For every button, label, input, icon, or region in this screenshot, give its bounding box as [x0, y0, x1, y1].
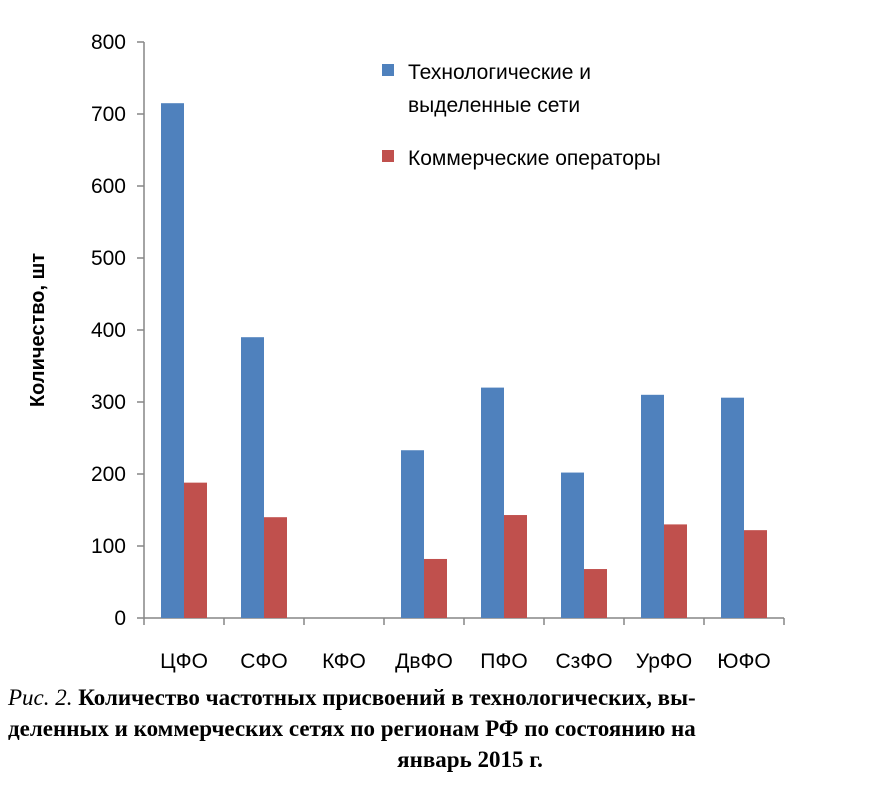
bar-ЦФО-series-1 — [161, 103, 184, 618]
legend-swatch — [382, 150, 394, 162]
y-tick-label: 600 — [91, 175, 126, 198]
bar-ДвФО-series-2 — [424, 558, 447, 618]
x-tick-label: СзФО — [555, 650, 612, 673]
figure-caption: Рис. 2. Количество частотных присвоений … — [8, 682, 872, 775]
bar-СзФО-series-1 — [561, 472, 584, 618]
bar-ЮФО-series-1 — [721, 397, 744, 618]
legend-label: Технологические и — [408, 61, 591, 84]
legend-swatch — [382, 64, 394, 76]
y-axis: 0 100 200 300 400 500 600 700 800 — [91, 31, 145, 630]
x-tick-label: ЦФО — [160, 650, 208, 673]
y-tick-label: 500 — [91, 247, 126, 270]
bar-УрФО-series-2 — [664, 524, 687, 618]
bar-СФО-series-1 — [241, 337, 264, 618]
caption-line-2: деленных и коммерческих сетях по региона… — [8, 716, 696, 741]
x-tick-label: КФО — [322, 650, 366, 673]
x-tick-label: УрФО — [636, 650, 692, 673]
y-tick-label: 100 — [91, 535, 126, 558]
bar-ЦФО-series-2 — [184, 482, 207, 618]
x-axis: ЦФО СФО КФО ДвФО ПФО СзФО УрФО ЮФО — [143, 617, 785, 673]
y-tick-label: 700 — [91, 103, 126, 126]
y-tick-label: 300 — [91, 391, 126, 414]
x-tick-label: ПФО — [480, 650, 527, 673]
bar-ПФО-series-1 — [481, 387, 504, 618]
legend-label: Коммерческие операторы — [408, 147, 661, 170]
bar-ЮФО-series-2 — [744, 530, 767, 618]
y-tick-label: 400 — [91, 319, 126, 342]
x-tick-label: СФО — [240, 650, 287, 673]
bar-УрФО-series-1 — [641, 394, 664, 618]
x-tick-label: ДвФО — [395, 650, 453, 673]
y-tick-label: 200 — [91, 463, 126, 486]
y-axis-label: Количество, шт — [27, 253, 49, 407]
legend-item: Технологические и выделенные сети — [382, 61, 591, 117]
legend: Технологические и выделенные сети Коммерче… — [382, 61, 661, 170]
bar-ПФО-series-2 — [504, 515, 527, 618]
bar-СзФО-series-2 — [584, 569, 607, 618]
bar-chart: 0 100 200 300 400 500 600 700 800 ЦФО СФО КФО ДвФО П… — [27, 31, 785, 673]
y-tick-label: 0 — [114, 607, 126, 630]
bar-ДвФО-series-1 — [401, 450, 424, 618]
x-tick-label: ЮФО — [717, 650, 771, 673]
bar-СФО-series-2 — [264, 517, 287, 618]
caption-figure-label: Рис. 2. — [8, 685, 73, 710]
bars — [161, 103, 767, 618]
legend-label: выделенные сети — [408, 94, 580, 117]
caption-line-1: Количество частотных присвоений в технол… — [78, 685, 696, 710]
legend-item: Коммерческие операторы — [382, 147, 661, 170]
y-tick-label: 800 — [91, 31, 126, 54]
caption-line-3: январь 2015 г. — [397, 747, 543, 772]
